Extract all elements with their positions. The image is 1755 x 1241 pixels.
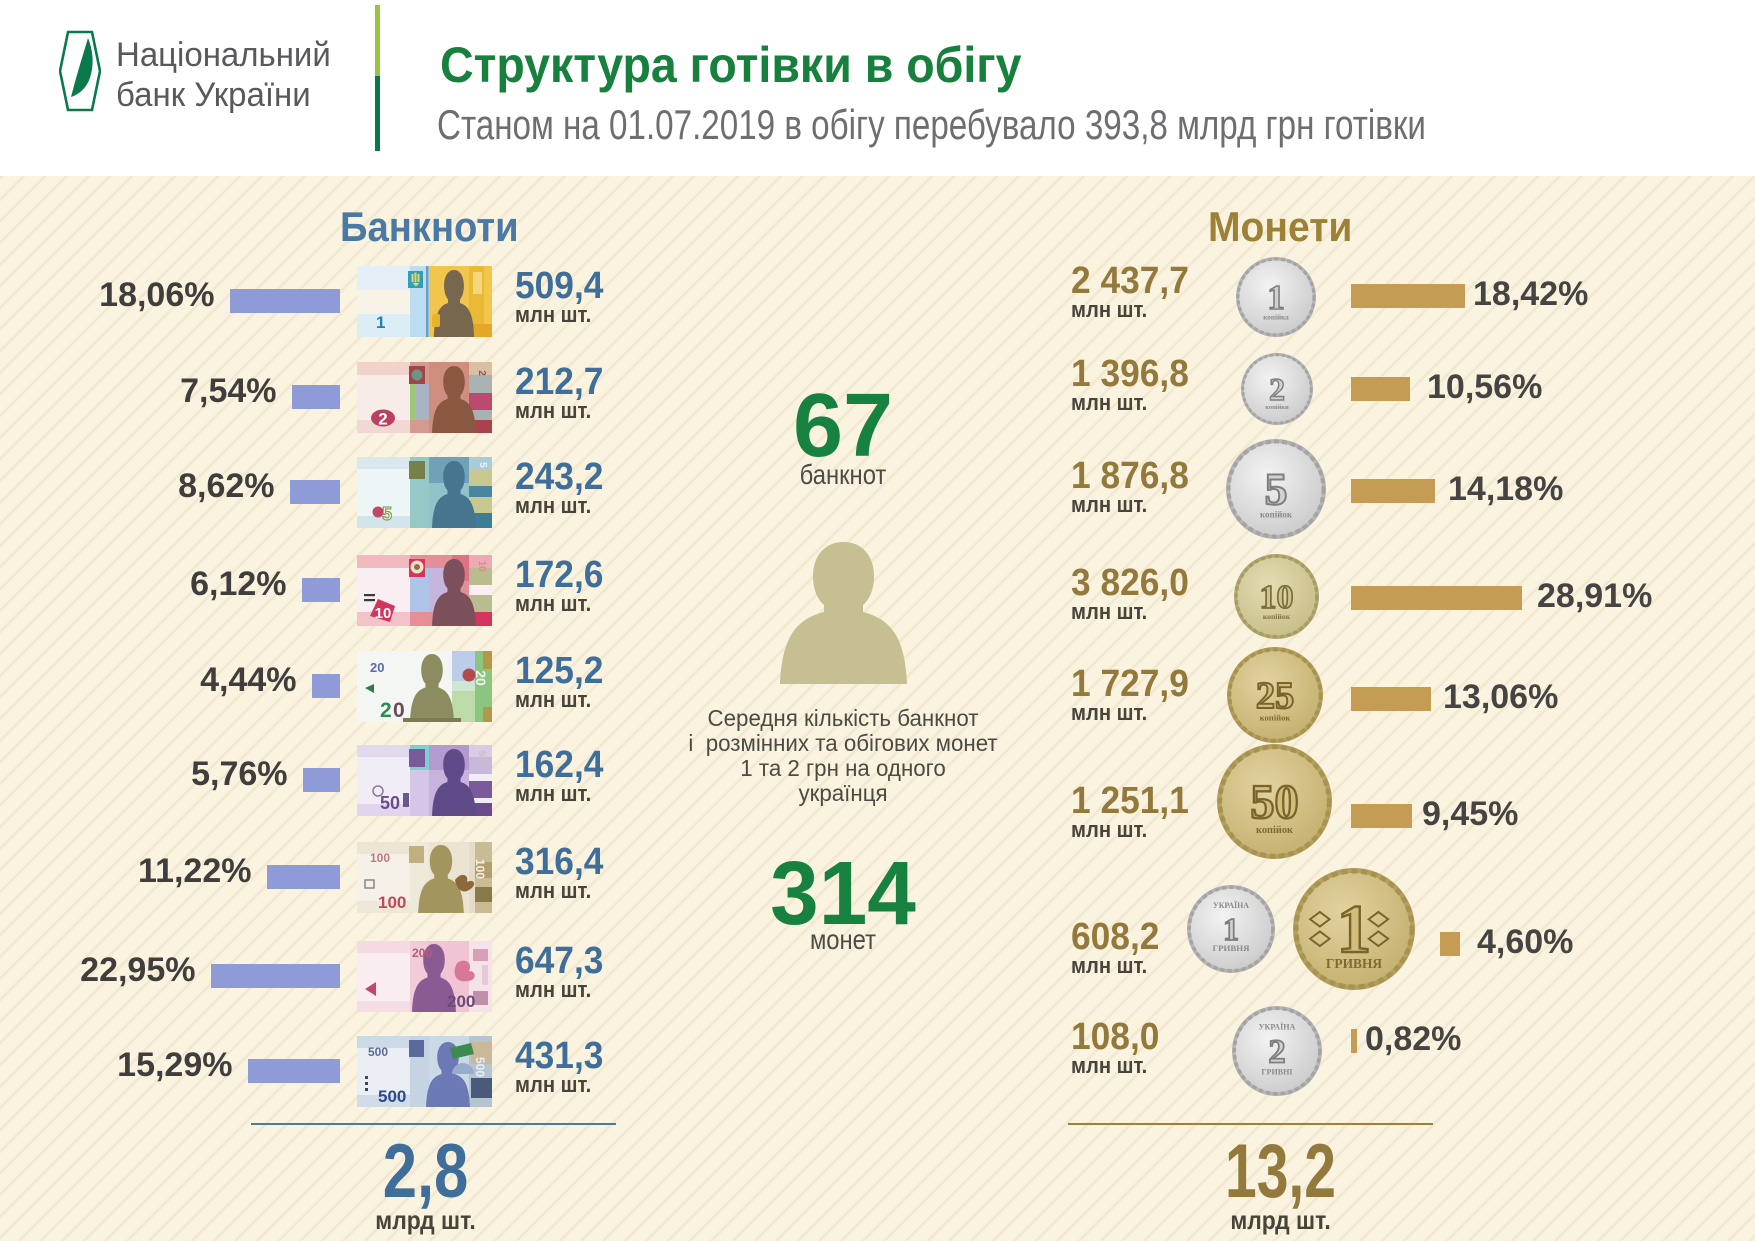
svg-text:2: 2 bbox=[380, 699, 392, 722]
svg-text:0: 0 bbox=[393, 699, 405, 722]
svg-text:20: 20 bbox=[370, 660, 384, 675]
svg-text:2: 2 bbox=[1268, 1034, 1285, 1071]
svg-text:1: 1 bbox=[1223, 912, 1239, 947]
svg-text:200: 200 bbox=[412, 946, 432, 960]
svg-text:копійок: копійок bbox=[1260, 510, 1293, 520]
svg-text:200: 200 bbox=[447, 992, 475, 1011]
svg-text:50: 50 bbox=[1250, 775, 1298, 828]
svg-text:5: 5 bbox=[382, 504, 392, 524]
svg-text:50: 50 bbox=[476, 750, 487, 762]
svg-text:10: 10 bbox=[375, 605, 392, 622]
svg-text:копійка: копійка bbox=[1263, 312, 1289, 321]
svg-text:100: 100 bbox=[473, 859, 487, 879]
svg-text:копійки: копійки bbox=[1265, 404, 1289, 411]
svg-text:10: 10 bbox=[476, 560, 487, 572]
svg-text:500: 500 bbox=[473, 1057, 487, 1077]
svg-text:1: 1 bbox=[1337, 891, 1371, 967]
svg-text:1: 1 bbox=[376, 313, 385, 332]
svg-text:2: 2 bbox=[476, 370, 487, 376]
svg-text:копійок: копійок bbox=[1262, 612, 1290, 621]
svg-text:5: 5 bbox=[1265, 464, 1288, 515]
svg-text:50: 50 bbox=[380, 793, 400, 813]
svg-text:500: 500 bbox=[368, 1045, 388, 1059]
svg-text:2: 2 bbox=[378, 410, 387, 429]
svg-text:копійок: копійок bbox=[1260, 713, 1291, 723]
svg-text:100: 100 bbox=[378, 893, 406, 912]
svg-text:ГРИВНЯ: ГРИВНЯ bbox=[1326, 956, 1383, 971]
svg-text:копійок: копійок bbox=[1256, 824, 1293, 835]
svg-text:ГРИВНЯ: ГРИВНЯ bbox=[1213, 943, 1251, 953]
svg-text:УКРАЇНА: УКРАЇНА bbox=[1213, 901, 1249, 910]
svg-text:1: 1 bbox=[1267, 278, 1285, 317]
svg-text:УКРАЇНА: УКРАЇНА bbox=[1259, 1022, 1296, 1031]
svg-text:500: 500 bbox=[378, 1087, 406, 1106]
svg-text:25: 25 bbox=[1256, 675, 1294, 717]
svg-text:2: 2 bbox=[1269, 372, 1285, 407]
svg-text:10: 10 bbox=[1259, 579, 1293, 616]
svg-text:5: 5 bbox=[477, 462, 488, 468]
svg-text:20: 20 bbox=[473, 670, 489, 686]
svg-text:100: 100 bbox=[370, 851, 390, 865]
svg-text:ГРИВНІ: ГРИВНІ bbox=[1261, 1067, 1292, 1076]
